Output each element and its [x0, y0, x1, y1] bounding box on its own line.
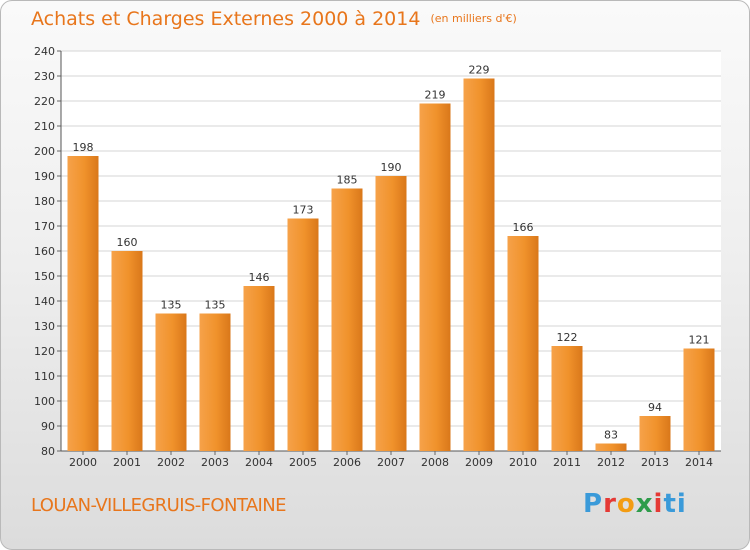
title-text: Achats et Charges Externes 2000 à 2014 [31, 8, 421, 30]
x-tick-label: 2009 [465, 456, 493, 469]
logo-letter: x [635, 489, 654, 519]
x-tick-label: 2008 [421, 456, 449, 469]
y-tick-label: 240 [34, 45, 55, 58]
y-tick-label: 150 [34, 270, 55, 283]
y-tick-label: 160 [34, 245, 55, 258]
x-tick-label: 2003 [201, 456, 229, 469]
data-label: 121 [689, 334, 710, 347]
x-tick-label: 2000 [69, 456, 97, 469]
data-label: 94 [648, 401, 662, 414]
data-label: 219 [425, 89, 446, 102]
x-tick-label: 2013 [641, 456, 669, 469]
data-label: 198 [73, 141, 94, 154]
bar [419, 103, 451, 451]
data-label: 229 [469, 64, 490, 77]
x-tick-label: 2002 [157, 456, 185, 469]
y-tick-label: 130 [34, 320, 55, 333]
bar [111, 251, 143, 451]
data-label: 166 [513, 221, 534, 234]
y-tick-label: 200 [34, 145, 55, 158]
data-label: 185 [337, 174, 358, 187]
logo-letter: P [583, 489, 604, 519]
bar [155, 313, 187, 451]
y-tick-label: 100 [34, 395, 55, 408]
data-label: 122 [557, 331, 578, 344]
x-tick-label: 2012 [597, 456, 625, 469]
y-tick-label: 210 [34, 120, 55, 133]
location-name: LOUAN-VILLEGRUIS-FONTAINE [31, 495, 287, 516]
brand-logo: Proxiti [583, 489, 687, 519]
y-tick-label: 140 [34, 295, 55, 308]
y-tick-label: 90 [41, 420, 55, 433]
logo-letter: ti [663, 489, 687, 519]
bar [331, 188, 363, 451]
data-label: 160 [117, 236, 138, 249]
chart-title: Achats et Charges Externes 2000 à 2014 (e… [31, 8, 517, 30]
chart-subtitle: (en milliers d'€) [430, 12, 517, 25]
y-tick-label: 170 [34, 220, 55, 233]
logo-letter: r [603, 489, 617, 519]
bar [551, 346, 583, 451]
y-tick-label: 190 [34, 170, 55, 183]
x-tick-label: 2014 [685, 456, 713, 469]
x-tick-label: 2001 [113, 456, 141, 469]
bar [639, 416, 671, 451]
x-tick-label: 2006 [333, 456, 361, 469]
y-tick-label: 180 [34, 195, 55, 208]
logo-letter: o [616, 489, 636, 519]
data-label: 173 [293, 204, 314, 217]
bar [67, 156, 99, 451]
y-tick-label: 230 [34, 70, 55, 83]
data-label: 135 [161, 299, 182, 312]
bar [375, 176, 407, 451]
y-tick-label: 120 [34, 345, 55, 358]
bar [287, 218, 319, 451]
x-tick-label: 2005 [289, 456, 317, 469]
data-label: 135 [205, 299, 226, 312]
x-tick-label: 2007 [377, 456, 405, 469]
data-label: 146 [249, 271, 270, 284]
data-label: 190 [381, 161, 402, 174]
bar [595, 443, 627, 451]
bar [243, 286, 275, 451]
x-tick-label: 2004 [245, 456, 273, 469]
x-tick-label: 2010 [509, 456, 537, 469]
bar [507, 236, 539, 451]
bar [463, 78, 495, 451]
bar [683, 348, 715, 451]
y-tick-label: 80 [41, 445, 55, 458]
y-tick-label: 220 [34, 95, 55, 108]
logo-letter: i [653, 489, 664, 519]
data-label: 83 [604, 429, 618, 442]
y-tick-label: 110 [34, 370, 55, 383]
bar [199, 313, 231, 451]
x-tick-label: 2011 [553, 456, 581, 469]
